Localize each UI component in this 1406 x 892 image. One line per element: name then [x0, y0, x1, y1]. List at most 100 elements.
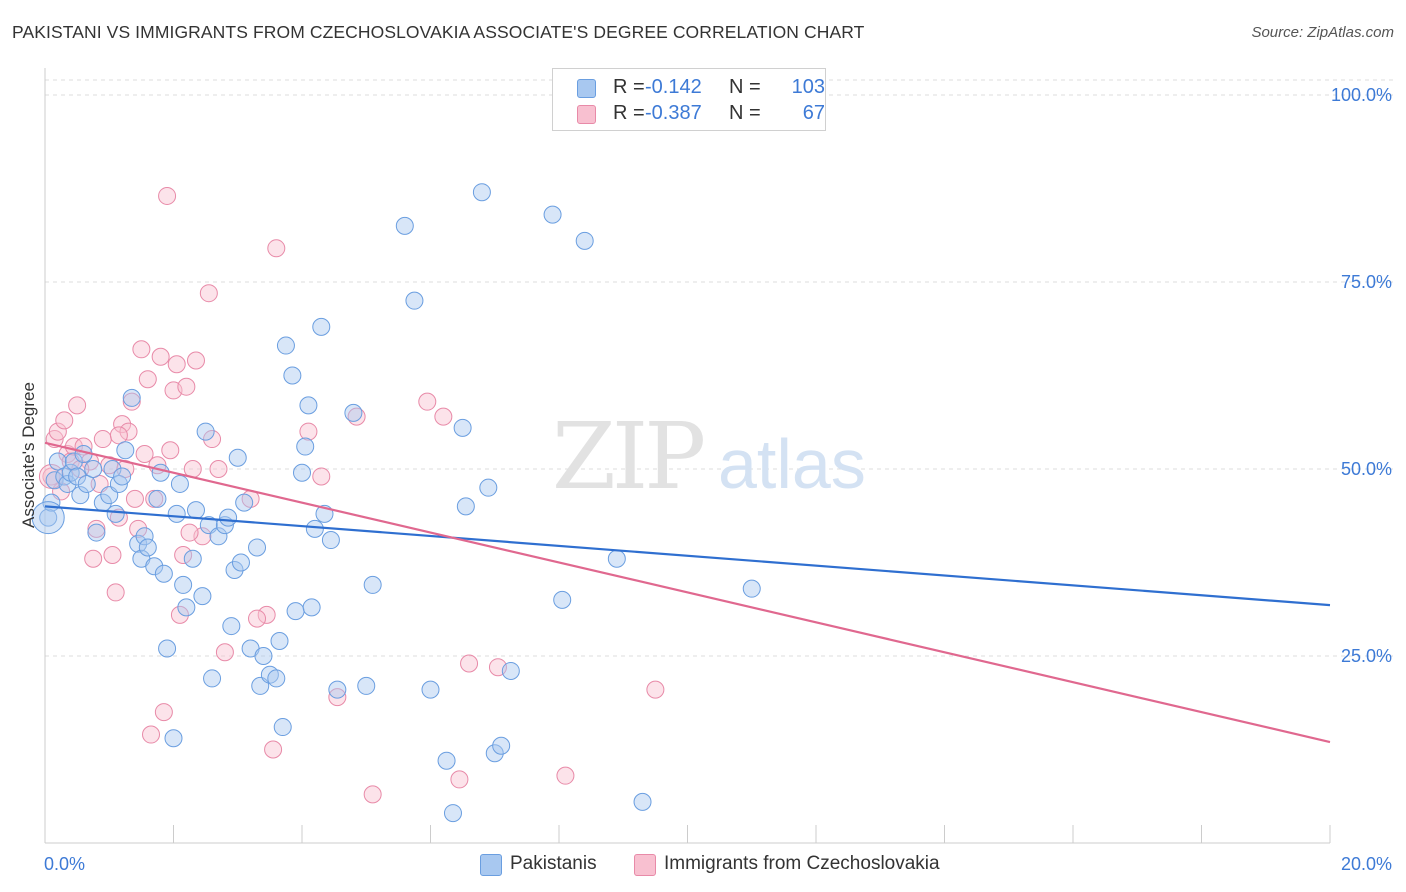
pakistanis-point	[48, 452, 67, 471]
pakistanis-point	[363, 575, 382, 594]
pakistanis-point	[321, 531, 340, 550]
czechoslovakia-point	[209, 459, 228, 478]
pakistanis-point	[31, 501, 65, 535]
watermark-atlas: atlas	[718, 425, 866, 503]
n-label: N =	[729, 102, 761, 124]
pakistanis-point	[87, 523, 106, 542]
chart-title: PAKISTANI VS IMMIGRANTS FROM CZECHOSLOVA…	[12, 22, 865, 42]
pakistanis-point	[344, 403, 363, 422]
pakistanis-point	[151, 463, 170, 482]
tick-labels: 0.0% 20.0% 25.0% 50.0% 75.0% 100.0%	[44, 85, 1392, 874]
czechoslovakia-point	[142, 725, 161, 744]
pakistanis-point	[312, 317, 331, 336]
pakistanis-point	[742, 579, 761, 598]
czechoslovakia-point	[248, 609, 267, 628]
pakistanis-point	[443, 804, 462, 823]
pakistanis-point	[543, 205, 562, 224]
pakistanis-point	[286, 602, 305, 621]
source-label: Source: ZipAtlas.com	[1251, 24, 1394, 41]
czechoslovakia-point	[199, 284, 218, 303]
czechoslovakia-point	[646, 680, 665, 699]
pakistanis-point	[113, 467, 132, 486]
stats-legend-box: R = -0.142 N = 103 R = -0.387 N = 67	[552, 68, 826, 131]
czechoslovakia-point	[122, 392, 141, 411]
pakistanis-point	[71, 486, 90, 505]
czechoslovakia-point	[203, 430, 222, 449]
pakistanis-point	[607, 549, 626, 568]
pakistanis-point	[328, 680, 347, 699]
y-axis-label: Associate's Degree	[19, 382, 38, 528]
pakistanis-point	[485, 744, 504, 763]
czechoslovakia-point	[135, 445, 154, 464]
pakistanis-point	[167, 504, 186, 523]
legend-label: Pakistanis	[510, 853, 597, 874]
pakistanis-point	[276, 336, 295, 355]
pakistanis-point	[302, 598, 321, 617]
pakistanis-point	[492, 736, 511, 755]
czechoslovakia-point	[215, 643, 234, 662]
pakistanis-point	[64, 452, 83, 471]
r-value: -0.142	[645, 76, 702, 98]
r-label: R =	[613, 102, 645, 124]
pakistanis-point	[58, 474, 77, 493]
pakistanis-point	[299, 396, 318, 415]
r-label: R =	[613, 76, 645, 98]
pakistanis-point	[135, 527, 154, 546]
watermark-zip: ZIP	[552, 403, 703, 510]
y-tick-label: 25.0%	[1341, 646, 1392, 666]
pakistanis-point	[219, 508, 238, 527]
pakistanis-point	[138, 538, 157, 557]
pakistanis-point	[103, 459, 122, 478]
pakistanis-point	[174, 575, 193, 594]
legend-swatch-pakistanis	[480, 854, 502, 876]
trend-lines	[44, 441, 1331, 744]
czechoslovakia-point	[119, 422, 138, 441]
pakistanis-point	[235, 493, 254, 512]
pakistanis-point	[170, 474, 189, 493]
pakistanis-point	[421, 680, 440, 699]
czechoslovakia-point	[154, 703, 173, 722]
czechoslovakia-point	[138, 370, 157, 389]
pakistanis-point	[453, 418, 472, 437]
czechoslovakia-point	[180, 523, 199, 542]
r-value: -0.387	[645, 102, 702, 124]
pakistanis-point	[222, 617, 241, 636]
czechoslovakia-point	[328, 688, 347, 707]
stats-swatch-pakistanis	[577, 79, 596, 98]
czechoslovakia-point	[103, 546, 122, 565]
czechoslovakia-point	[267, 239, 286, 258]
pakistanis-point	[158, 639, 177, 658]
czechoslovakia-point	[87, 519, 106, 538]
y-tick-label: 100.0%	[1331, 85, 1392, 105]
czechoslovakia-point	[363, 785, 382, 804]
y-tick-label: 75.0%	[1341, 272, 1392, 292]
czechoslovakia-trend-line	[44, 441, 1331, 744]
czechoslovakia-point	[450, 770, 469, 789]
czechoslovakia-point	[158, 186, 177, 205]
legend-swatch-czechoslovakia	[634, 854, 656, 876]
x-tick-label: 0.0%	[44, 854, 85, 874]
pakistanis-point	[296, 437, 315, 456]
pakistanis-point	[633, 792, 652, 811]
czechoslovakia-point	[151, 347, 170, 366]
czechoslovakia-point	[109, 426, 128, 445]
pakistanis-point	[84, 459, 103, 478]
legend-label: Immigrants from Czechoslovakia	[664, 853, 940, 874]
pakistanis-point	[357, 676, 376, 695]
pakistanis-point	[177, 598, 196, 617]
czechoslovakia-point	[174, 546, 193, 565]
axes	[44, 68, 1331, 844]
czechoslovakia-point	[55, 411, 74, 430]
pakistanis-point	[479, 478, 498, 497]
czechoslovakia-point	[125, 489, 144, 508]
czechoslovakia-point	[161, 441, 180, 460]
pakistanis-point	[270, 632, 289, 651]
pakistanis-point	[193, 587, 212, 606]
czechoslovakia-point	[177, 377, 196, 396]
pakistanis-point	[293, 463, 311, 482]
chart-legend: Pakistanis Immigrants from Czechoslovaki…	[0, 850, 1406, 878]
pakistanis-point	[106, 504, 125, 523]
pakistanis-point	[122, 388, 141, 407]
pakistanis-point	[456, 497, 475, 516]
